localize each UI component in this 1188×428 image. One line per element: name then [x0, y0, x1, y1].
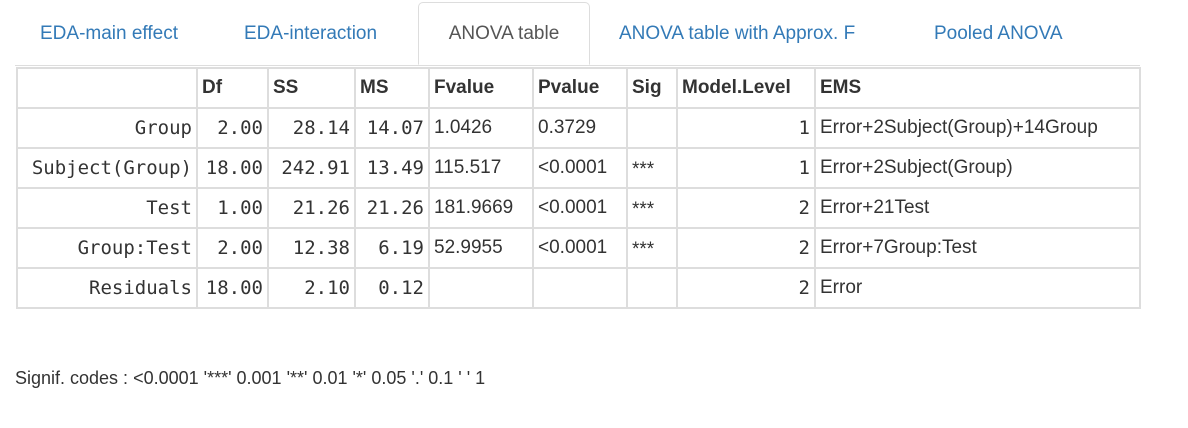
cell-ss: 28.14 — [267, 107, 356, 149]
header-ss: SS — [267, 67, 356, 109]
cell-ss: 12.38 — [267, 227, 356, 269]
cell-df: 18.00 — [196, 147, 269, 189]
tab-eda-main-effect[interactable]: EDA-main effect — [40, 23, 178, 44]
cell-term: Test — [16, 187, 198, 229]
cell-df: 1.00 — [196, 187, 269, 229]
header-df: Df — [196, 67, 269, 109]
cell-model-level: 1 — [676, 107, 816, 149]
cell-ems: Error+2Subject(Group) — [814, 147, 1141, 189]
cell-ms: 14.07 — [354, 107, 430, 149]
signif-codes-legend: Signif. codes : <0.0001 '***' 0.001 '**'… — [15, 368, 486, 388]
cell-pvalue — [532, 267, 628, 309]
cell-model-level: 2 — [676, 187, 816, 229]
cell-pvalue: <0.0001 — [532, 147, 628, 189]
header-ms: MS — [354, 67, 430, 109]
cell-term: Residuals — [16, 267, 198, 309]
cell-fvalue: 181.9669 — [428, 187, 534, 229]
cell-pvalue: <0.0001 — [532, 227, 628, 269]
tab-bar: EDA-main effect EDA-interaction ANOVA ta… — [15, 2, 1140, 66]
table-row: Group:Test 2.00 12.38 6.19 52.9955 <0.00… — [16, 227, 1141, 269]
header-fvalue: Fvalue — [428, 67, 534, 109]
cell-term: Subject(Group) — [16, 147, 198, 189]
cell-ms: 13.49 — [354, 147, 430, 189]
table-row: Test 1.00 21.26 21.26 181.9669 <0.0001 *… — [16, 187, 1141, 229]
cell-fvalue: 115.517 — [428, 147, 534, 189]
table-row: Residuals 18.00 2.10 0.12 2 Error — [16, 267, 1141, 309]
cell-ss: 242.91 — [267, 147, 356, 189]
cell-df: 2.00 — [196, 107, 269, 149]
cell-ems: Error+2Subject(Group)+14Group — [814, 107, 1141, 149]
header-ems: EMS — [814, 67, 1141, 109]
cell-sig — [626, 107, 678, 149]
table-row: Group 2.00 28.14 14.07 1.0426 0.3729 1 E… — [16, 107, 1141, 149]
cell-df: 2.00 — [196, 227, 269, 269]
cell-sig: *** — [626, 227, 678, 269]
cell-sig: *** — [626, 187, 678, 229]
cell-sig: *** — [626, 147, 678, 189]
header-model-level: Model.Level — [676, 67, 816, 109]
header-term — [16, 67, 198, 109]
cell-model-level: 2 — [676, 227, 816, 269]
cell-df: 18.00 — [196, 267, 269, 309]
table-header-row: Df SS MS Fvalue Pvalue Sig Model.Level E… — [16, 67, 1141, 109]
cell-model-level: 2 — [676, 267, 816, 309]
header-sig: Sig — [626, 67, 678, 109]
cell-ems: Error+7Group:Test — [814, 227, 1141, 269]
anova-table: Df SS MS Fvalue Pvalue Sig Model.Level E… — [16, 67, 1141, 309]
cell-ms: 21.26 — [354, 187, 430, 229]
cell-ss: 2.10 — [267, 267, 356, 309]
cell-fvalue — [428, 267, 534, 309]
header-pvalue: Pvalue — [532, 67, 628, 109]
cell-pvalue: <0.0001 — [532, 187, 628, 229]
tab-anova-table[interactable]: ANOVA table — [418, 2, 590, 65]
cell-ems: Error+21Test — [814, 187, 1141, 229]
cell-pvalue: 0.3729 — [532, 107, 628, 149]
table-row: Subject(Group) 18.00 242.91 13.49 115.51… — [16, 147, 1141, 189]
cell-ms: 0.12 — [354, 267, 430, 309]
tab-eda-interaction[interactable]: EDA-interaction — [244, 23, 378, 44]
cell-ss: 21.26 — [267, 187, 356, 229]
cell-fvalue: 1.0426 — [428, 107, 534, 149]
tab-pooled-anova[interactable]: Pooled ANOVA — [934, 23, 1063, 44]
cell-model-level: 1 — [676, 147, 816, 189]
tab-anova-table-approx-f[interactable]: ANOVA table with Approx. F — [619, 23, 856, 44]
cell-sig — [626, 267, 678, 309]
cell-fvalue: 52.9955 — [428, 227, 534, 269]
cell-term: Group:Test — [16, 227, 198, 269]
cell-ms: 6.19 — [354, 227, 430, 269]
cell-ems: Error — [814, 267, 1141, 309]
cell-term: Group — [16, 107, 198, 149]
